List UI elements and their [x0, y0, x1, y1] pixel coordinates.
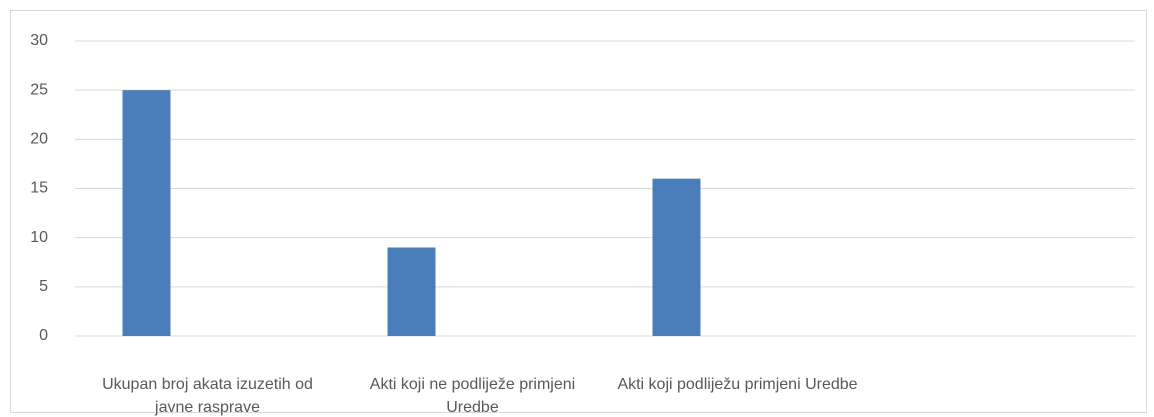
bar [122, 90, 171, 337]
y-tick-label: 10 [30, 229, 48, 246]
x-tick-label: Akti koji ne podliježe primjeni Uredbe [369, 376, 576, 416]
bar [387, 247, 436, 336]
x-tick-label: Akti koji podliježu primjeni Uredbe [617, 376, 858, 393]
chart-border [10, 10, 1147, 413]
y-tick-label: 0 [39, 327, 48, 344]
x-tick-label: Ukupan broj akata izuzetih od javne rasp… [102, 376, 313, 416]
y-tick-label: 20 [30, 131, 48, 148]
y-tick-label: 30 [30, 32, 48, 49]
y-tick-label: 25 [30, 81, 48, 98]
y-tick-label: 15 [30, 180, 48, 197]
bar [652, 178, 701, 336]
y-tick-label: 5 [39, 278, 48, 295]
